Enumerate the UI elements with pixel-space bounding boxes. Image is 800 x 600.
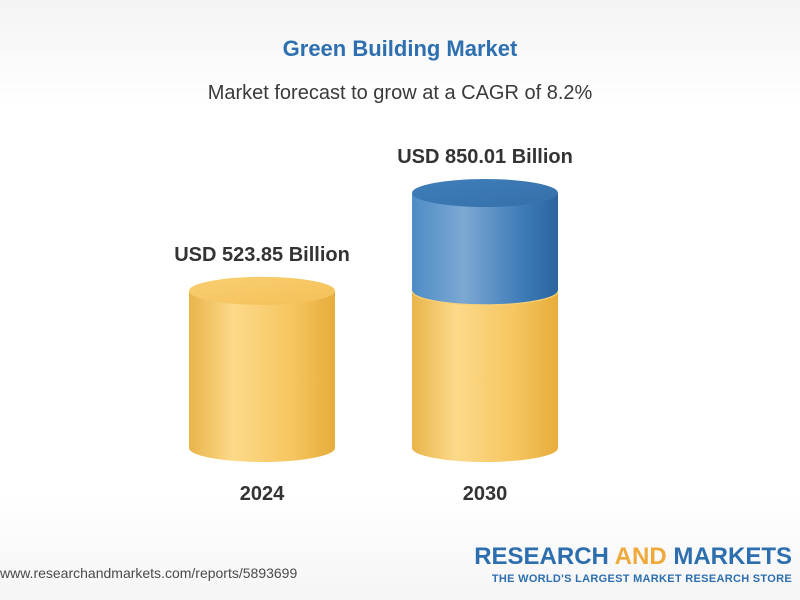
- bar-growth-2030: [412, 192, 558, 305]
- category-label-2024: 2024: [240, 483, 285, 505]
- bar-top-2030: [412, 178, 558, 207]
- source-url: www.researchandmarkets.com/reports/58936…: [0, 565, 298, 581]
- value-label-2024: USD 523.85 Billion: [174, 244, 350, 266]
- brand-tagline: THE WORLD'S LARGEST MARKET RESEARCH STOR…: [491, 573, 792, 585]
- brand-word-and: AND: [614, 543, 667, 570]
- brand-word-markets: MARKETS: [673, 543, 792, 570]
- bar-top-2024: [189, 276, 335, 305]
- value-label-2030: USD 850.01 Billion: [397, 146, 573, 168]
- brand-word-research: RESEARCH: [474, 543, 609, 570]
- bar-seam-2030: [411, 290, 559, 306]
- brand-logo: RESEARCH AND MARKETS: [474, 543, 792, 571]
- bar-base-2024: [189, 290, 335, 462]
- bar-base-2030: [412, 290, 558, 462]
- chart-subtitle: Market forecast to grow at a CAGR of 8.2…: [207, 82, 593, 104]
- chart-title: Green Building Market: [282, 36, 518, 61]
- category-label-2030: 2030: [463, 483, 508, 505]
